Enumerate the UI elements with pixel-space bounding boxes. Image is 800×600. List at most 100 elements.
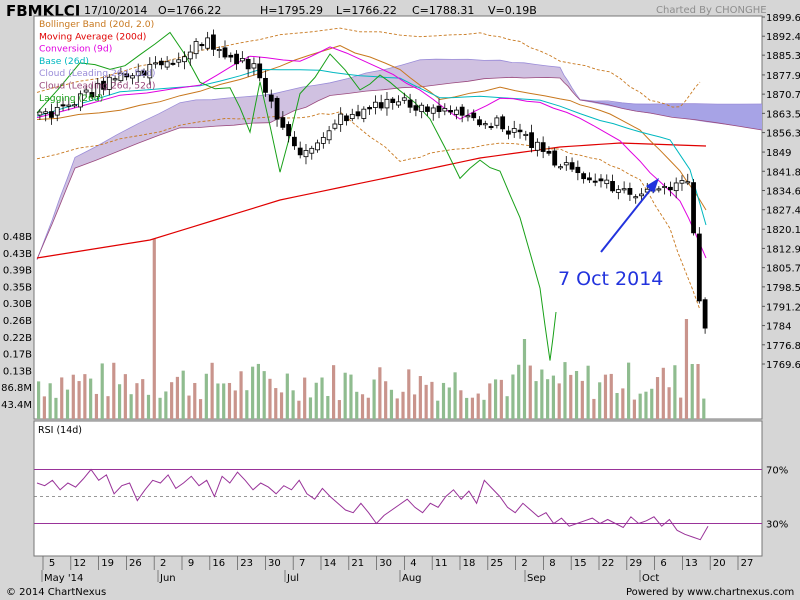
bollinger-mid: [36, 45, 707, 211]
volume-bar: [337, 400, 341, 419]
price-tick-label: 1877.9: [766, 71, 800, 82]
rsi-level-label: 30%: [766, 520, 788, 531]
candle-body: [581, 173, 587, 180]
candle-body: [130, 75, 135, 79]
candle-body: [49, 111, 54, 118]
candle-body: [268, 94, 274, 102]
candle-body: [338, 113, 344, 125]
month-label: Jul: [286, 573, 299, 584]
candle-body: [448, 110, 453, 113]
candle-body: [77, 93, 83, 108]
volume-bar: [210, 362, 214, 419]
volume-bar: [696, 364, 700, 419]
date-tick-label: 22: [602, 558, 615, 569]
volume-bar: [627, 362, 631, 419]
volume-bar: [673, 365, 677, 419]
candle-body: [193, 41, 199, 55]
volume-bar: [303, 377, 307, 419]
price-tick-label: 1834.6: [766, 187, 800, 198]
candle-body: [465, 115, 471, 118]
candle-body: [639, 193, 644, 197]
candle-body: [205, 37, 211, 49]
bollinger-lower: [36, 111, 701, 311]
volume-bar: [436, 400, 440, 419]
candle-body: [135, 70, 141, 77]
volume-bar: [609, 373, 613, 419]
price-tick-label: 1892.4: [766, 32, 800, 43]
candle-body: [610, 181, 615, 192]
candle-body: [234, 53, 239, 65]
date-tick-label: 19: [101, 558, 114, 569]
candle-body: [529, 132, 534, 148]
volume-bar: [661, 367, 665, 419]
candle-body: [575, 166, 581, 174]
volume-bar: [470, 397, 475, 419]
candle-body: [563, 162, 569, 166]
legend-entry: Moving Average (200d): [39, 31, 146, 42]
volume-bar: [603, 374, 608, 419]
volume-bar: [638, 393, 642, 419]
date-tick-label: 27: [741, 558, 754, 569]
price-tick-label: 1827.4: [766, 206, 800, 217]
volume-bar: [586, 365, 590, 419]
rsi-lines: RSI (14d) 70% 30%: [34, 425, 788, 541]
candle-body: [251, 63, 257, 69]
candle-body: [471, 112, 477, 119]
volume-bar: [557, 383, 561, 419]
candle-body: [54, 106, 60, 116]
volume-bar: [574, 370, 579, 419]
date-axis: 5 12 19 26 2 9 16 23 30 7 14 21 30 4 11 18 25 2 8 15 22 29 6 13…: [41, 556, 754, 584]
candle-body: [506, 130, 511, 135]
volume-bar: [488, 383, 492, 419]
header-high: H=1795.29: [260, 4, 323, 17]
candle-body: [170, 62, 176, 65]
volume-bar: [141, 379, 145, 419]
candle-body: [685, 181, 691, 184]
price-tick-label: 1863.5: [766, 109, 800, 120]
price-tick-label: 1856.3: [766, 129, 800, 140]
volume-bar: [621, 388, 625, 419]
candle-body: [633, 196, 639, 199]
volume-bar: [135, 383, 139, 419]
price-tick-label: 1784: [766, 322, 791, 333]
volume-tick-label: 86.8M: [1, 383, 32, 394]
date-tick-label: 14: [324, 558, 337, 569]
volume-tick-label: 0.30B: [3, 299, 32, 310]
volume-bar: [314, 382, 318, 419]
date-tick-label: 11: [435, 558, 448, 569]
volume-bar: [540, 369, 544, 419]
candle-body: [245, 59, 251, 70]
candle-body: [239, 57, 245, 62]
rsi-panel: [33, 420, 763, 557]
volume-bar: [615, 392, 619, 419]
candle-body: [436, 105, 442, 112]
volume-bar: [517, 364, 521, 419]
rsi-line: [36, 468, 709, 541]
candle-body: [488, 126, 494, 129]
price-tick-label: 1812.9: [766, 244, 800, 255]
candle-body: [511, 128, 517, 133]
volume-bar: [511, 374, 515, 419]
volume-bar: [308, 397, 313, 419]
date-tick-label: 8: [549, 558, 555, 569]
candle-body: [459, 106, 465, 116]
chart-legend: Bollinger Band (20d, 2.0)Moving Average …: [39, 19, 155, 104]
volume-bar: [42, 396, 46, 419]
volume-bar: [187, 395, 191, 419]
candle-body: [361, 108, 367, 119]
volume-bar: [332, 365, 336, 419]
volume-bar: [569, 374, 573, 419]
month-label: May '14: [44, 573, 83, 584]
candle-body: [344, 115, 349, 122]
volume-bar: [690, 364, 694, 419]
volume-bar: [459, 390, 463, 419]
candlesticks: [37, 29, 708, 334]
volume-bar: [360, 394, 365, 419]
volume-bar: [227, 382, 232, 419]
volume-bar: [441, 382, 446, 419]
date-tick-label: 30: [268, 558, 281, 569]
legend-entry: Bollinger Band (20d, 2.0): [39, 19, 154, 30]
date-tick-label: 6: [660, 558, 666, 569]
volume-bar: [204, 373, 208, 419]
volume-bar: [482, 399, 486, 419]
